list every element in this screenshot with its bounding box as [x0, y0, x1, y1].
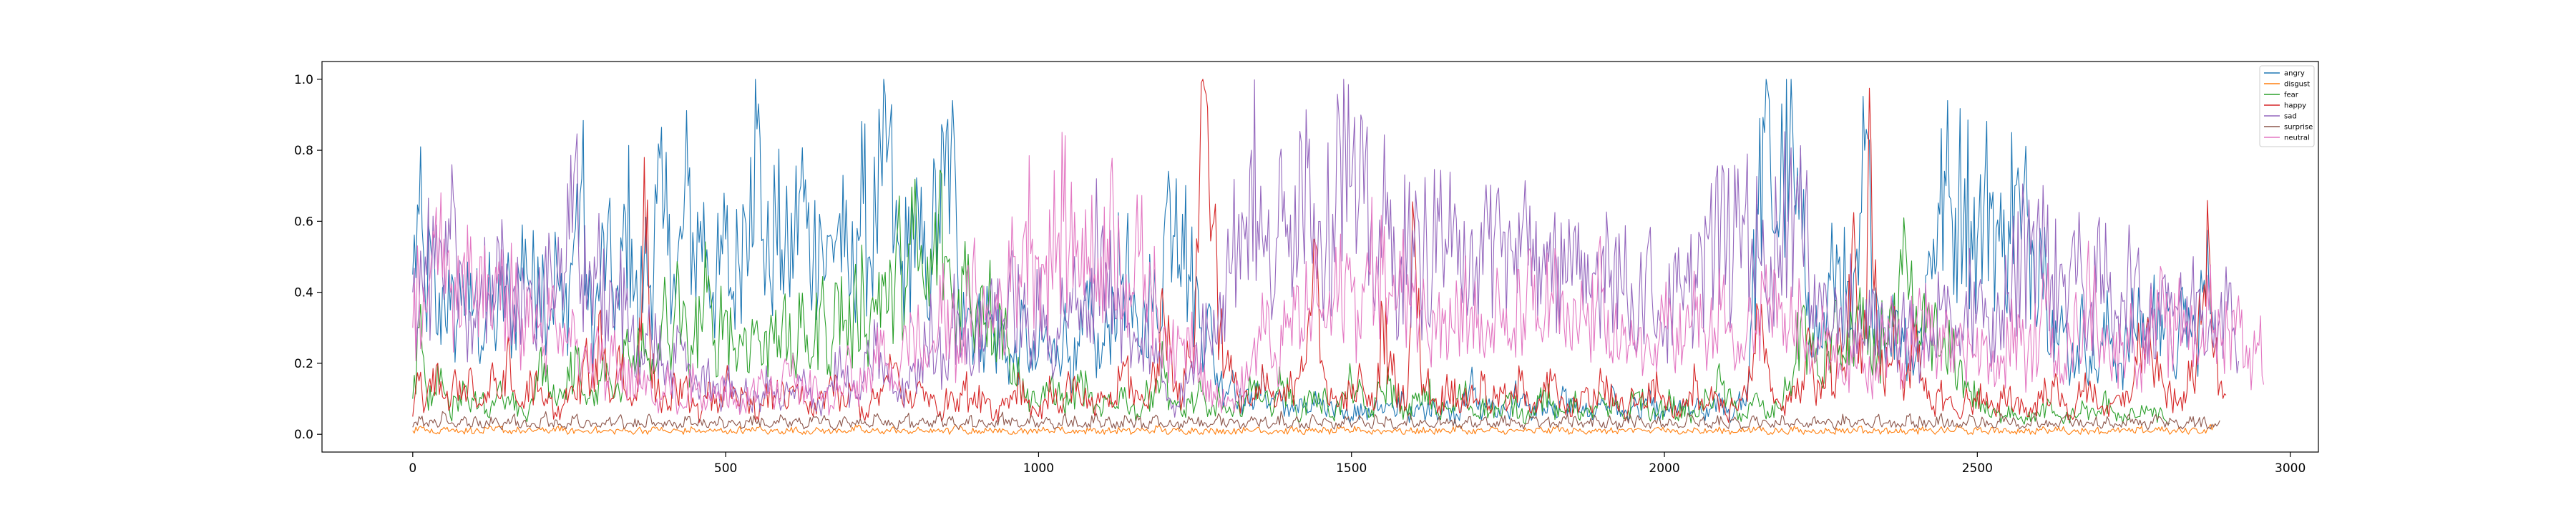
legend-label-sad: sad [2284, 113, 2297, 121]
legend: angry disgust fear happy sad surprise neutral [2259, 65, 2315, 147]
x-tick-label: 500 [714, 461, 737, 476]
y-tick-label: 1.0 [294, 73, 313, 87]
legend-label-disgust: disgust [2284, 81, 2310, 89]
x-tick-label: 3000 [2275, 461, 2306, 476]
legend-label-happy: happy [2284, 102, 2306, 110]
x-tick-label: 2500 [1962, 461, 1993, 476]
plot-area [412, 79, 2265, 435]
y-tick-label: 0.2 [294, 357, 313, 371]
y-axis: 0.0 0.2 0.4 0.6 0.8 1.0 [294, 73, 322, 442]
series-line-neutral [412, 132, 2265, 416]
y-tick-label: 0.8 [294, 144, 313, 158]
series-line-angry [412, 79, 2215, 424]
x-axis: 0 500 1000 1500 2000 2500 3000 [409, 452, 2306, 476]
series-line-disgust [412, 423, 2215, 435]
legend-label-surprise: surprise [2284, 124, 2313, 132]
y-tick-label: 0.4 [294, 286, 313, 300]
series-line-surprise [412, 411, 2220, 431]
series-line-fear [412, 170, 2170, 425]
y-tick-label: 0.6 [294, 215, 313, 229]
x-tick-label: 0 [409, 461, 416, 476]
y-tick-label: 0.0 [294, 428, 313, 442]
x-tick-label: 1500 [1336, 461, 1367, 476]
legend-label-fear: fear [2284, 92, 2299, 99]
x-tick-label: 2000 [1649, 461, 1679, 476]
legend-label-angry: angry [2284, 70, 2305, 78]
x-tick-label: 1000 [1023, 461, 1054, 476]
series-line-sad [412, 79, 2240, 418]
axes-frame [321, 61, 2319, 453]
series-line-happy [412, 79, 2227, 423]
legend-label-neutral: neutral [2284, 134, 2310, 142]
